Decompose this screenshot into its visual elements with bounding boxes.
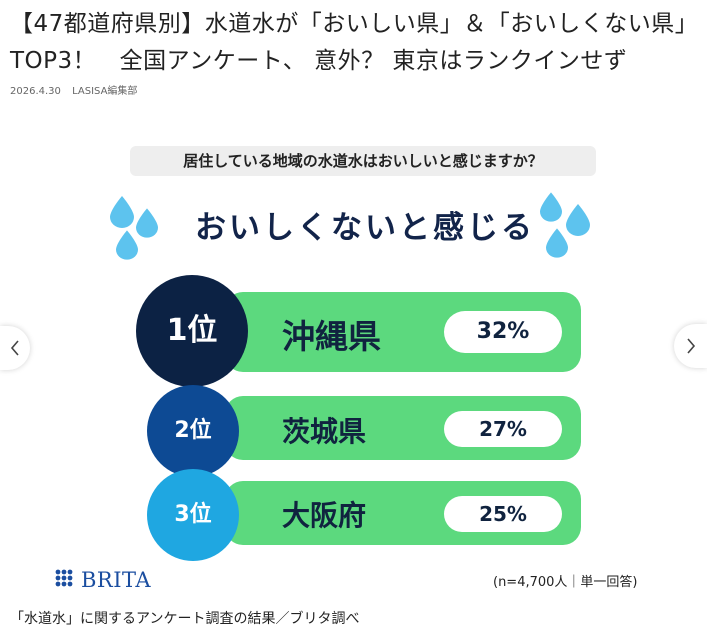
percent-pill: 25%: [444, 496, 562, 532]
water-drop-icon: [546, 228, 568, 258]
carousel-next-button[interactable]: [674, 324, 707, 368]
image-caption: 「水道水」に関するアンケート調査の結果／ブリタ調べ: [10, 611, 360, 627]
prefecture-name: 茨城県: [282, 415, 367, 448]
water-drop-icon: [136, 208, 158, 238]
chevron-right-icon: [686, 338, 695, 354]
percent-pill: 27%: [444, 411, 562, 447]
article-meta: 2026.4.30 LASISA編集部: [10, 82, 145, 97]
water-drop-icon: [110, 196, 134, 228]
ranking-title: おいしくないと感じる: [195, 210, 535, 246]
chevron-left-icon: [10, 340, 19, 356]
prefecture-name: 沖縄県: [282, 317, 381, 356]
rank-badge: 3位: [147, 469, 239, 561]
survey-infographic: 居住している地域の水道水はおいしいと感じますか？ おいしくないと感じる 沖縄県 …: [10, 120, 697, 604]
prefecture-name: 大阪府: [282, 499, 367, 532]
brand-logo: BRITA: [55, 568, 151, 592]
rank-badge: 2位: [147, 385, 239, 477]
water-drop-icon: [116, 230, 138, 260]
water-drop-icon: [566, 204, 590, 236]
article-publisher[interactable]: LASISA編集部: [72, 86, 138, 97]
article-headline: 【47都道府県別】水道水が「おいしい県」＆「おいしくない県」TOP3！ 全国アン…: [10, 11, 699, 74]
rank-badge: 1位: [136, 275, 248, 387]
survey-question: 居住している地域の水道水はおいしいと感じますか？: [130, 146, 596, 176]
percent-pill: 32%: [444, 311, 562, 353]
article-date: 2026.4.30: [10, 86, 61, 97]
sample-note: (n=4,700人｜単一回答): [493, 575, 638, 590]
brand-name: BRITA: [81, 568, 152, 592]
water-drop-icon: [540, 192, 562, 222]
brita-dots-icon: [55, 569, 73, 587]
